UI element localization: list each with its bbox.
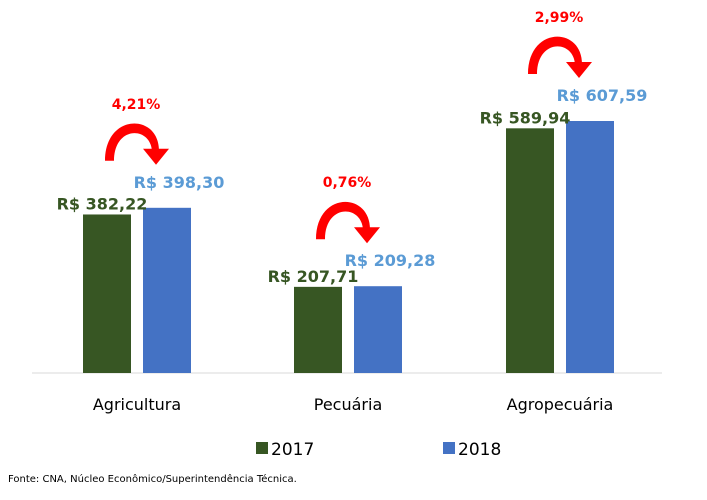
value-label-2018: R$ 398,30: [134, 173, 225, 192]
chart: R$ 382,22 R$ 398,30 4,21% R$ 207,71R$ 209,2…: [32, 10, 662, 460]
value-label-2017: R$ 382,22: [57, 194, 148, 213]
value-label-2018: R$ 209,28: [345, 251, 436, 270]
bar-2017-2: [506, 128, 554, 373]
bar-2017-1: [294, 286, 342, 373]
value-label-2017: R$ 207,71: [268, 267, 359, 286]
legend: 2017 2018: [256, 440, 501, 460]
bar-2017-0: [83, 214, 131, 373]
source-note: Fonte: CNA, Núcleo Econômico/Superintend…: [8, 474, 297, 485]
growth-percent-label: 2,99%: [535, 10, 584, 26]
growth-arrow-icon: [105, 123, 169, 165]
bar-2018-1: [354, 286, 402, 373]
legend-label-2018: 2018: [458, 440, 501, 460]
value-label-2018: R$ 607,59: [557, 86, 648, 105]
legend-swatch-2018: [443, 442, 455, 454]
value-label-2017: R$ 589,94: [480, 108, 571, 127]
growth-percent-label: 0,76%: [323, 175, 372, 191]
category-label: Pecuária: [314, 395, 383, 414]
legend-swatch-2017: [256, 442, 268, 454]
growth-arrow-icon: [528, 36, 592, 78]
bar-2018-0: [143, 207, 191, 373]
category-label: Agricultura: [93, 395, 181, 414]
legend-label-2017: 2017: [271, 440, 314, 460]
bar-2018-2: [566, 121, 614, 373]
growth-arrow-icon: [316, 201, 380, 244]
growth-percent-label: 4,21%: [112, 97, 161, 113]
category-label: Agropecuária: [507, 395, 614, 414]
